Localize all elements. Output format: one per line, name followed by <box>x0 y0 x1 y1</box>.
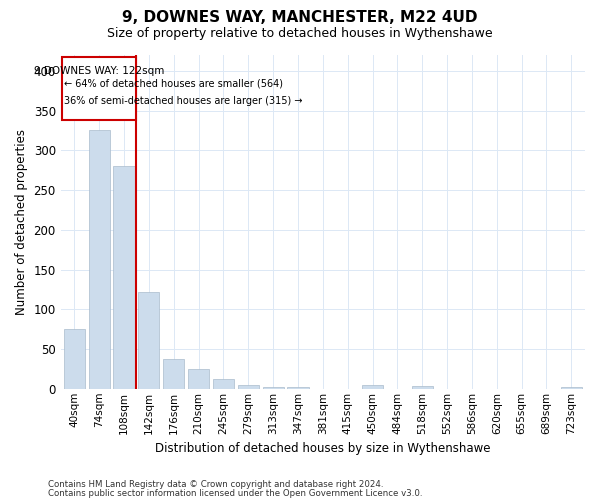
Y-axis label: Number of detached properties: Number of detached properties <box>15 129 28 315</box>
Bar <box>561 387 582 389</box>
Text: 9 DOWNES WAY: 122sqm: 9 DOWNES WAY: 122sqm <box>34 66 164 76</box>
Text: 36% of semi-detached houses are larger (315) →: 36% of semi-detached houses are larger (… <box>64 96 303 106</box>
FancyBboxPatch shape <box>62 56 136 120</box>
Bar <box>287 387 308 389</box>
Bar <box>188 369 209 389</box>
Text: 9, DOWNES WAY, MANCHESTER, M22 4UD: 9, DOWNES WAY, MANCHESTER, M22 4UD <box>122 10 478 25</box>
Bar <box>139 292 160 389</box>
Bar <box>89 130 110 389</box>
Bar <box>362 385 383 389</box>
Bar <box>213 379 234 389</box>
Bar <box>113 166 134 389</box>
X-axis label: Distribution of detached houses by size in Wythenshawe: Distribution of detached houses by size … <box>155 442 491 455</box>
Text: ← 64% of detached houses are smaller (564): ← 64% of detached houses are smaller (56… <box>64 79 283 89</box>
Bar <box>163 358 184 389</box>
Text: Contains HM Land Registry data © Crown copyright and database right 2024.: Contains HM Land Registry data © Crown c… <box>48 480 383 489</box>
Text: Contains public sector information licensed under the Open Government Licence v3: Contains public sector information licen… <box>48 489 422 498</box>
Bar <box>238 385 259 389</box>
Bar <box>64 329 85 389</box>
Bar <box>412 386 433 389</box>
Text: Size of property relative to detached houses in Wythenshawe: Size of property relative to detached ho… <box>107 28 493 40</box>
Bar <box>263 387 284 389</box>
